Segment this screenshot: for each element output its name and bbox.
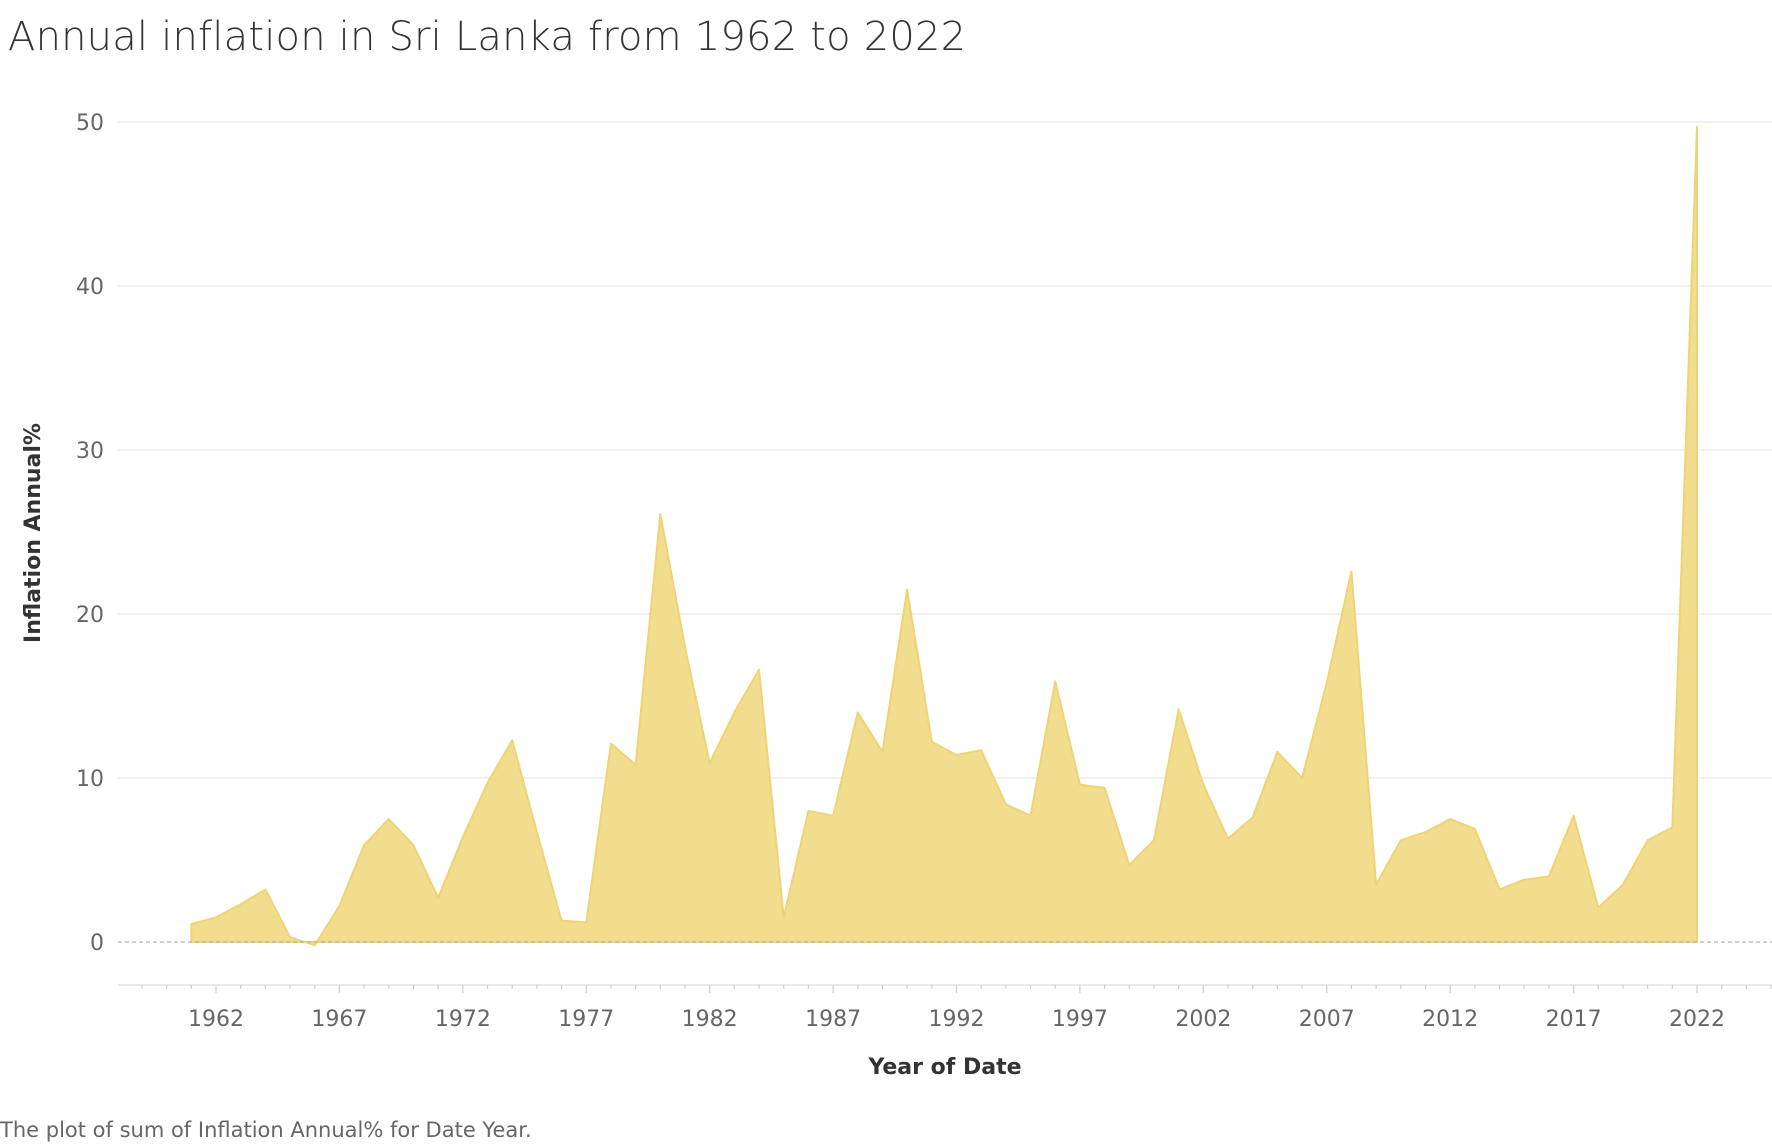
data-point [1447,816,1453,822]
data-point [608,741,614,747]
data-point [1003,801,1009,807]
data-point [1521,877,1527,883]
data-point [1126,862,1132,868]
data-point [1151,837,1157,843]
data-point [1176,706,1182,712]
data-point [460,834,466,840]
data-point [1028,813,1034,819]
data-point [929,739,935,745]
data-point [879,749,885,755]
grid-lines [118,121,1772,779]
data-point [386,816,392,822]
x-tick-label: 1977 [558,1007,614,1032]
data-point [707,760,713,766]
data-point [731,709,737,715]
data-point [287,934,293,940]
data-point [1422,829,1428,835]
data-point [1546,873,1552,879]
data-point [1225,836,1231,842]
data-point [954,752,960,758]
chart-caption: The plot of sum of Inflation Annual% for… [0,1118,532,1142]
x-tick-label: 1972 [435,1007,491,1032]
data-point [978,747,984,753]
y-tick-label: 20 [76,603,104,628]
data-point [1620,882,1626,888]
data-point [213,914,219,920]
data-point [1497,887,1503,893]
x-tick-label: 1987 [805,1007,861,1032]
data-point [509,737,515,743]
data-point [682,644,688,650]
x-tick-label: 2007 [1299,1007,1355,1032]
x-tick-label: 1982 [682,1007,738,1032]
axes: 0 10 20 30 40 50 1962 1967 1972 1977 1982 1987 1992 1… [76,111,1772,1032]
data-point [238,901,244,907]
data-point [1077,782,1083,788]
data-point [805,808,811,814]
data-point [633,762,639,768]
data-point [756,667,762,673]
x-axis-title: Year of Date [867,1055,1021,1080]
x-tick-label: 1962 [188,1007,244,1032]
x-tick-label: 1997 [1052,1007,1108,1032]
x-tick-label: 2017 [1546,1007,1602,1032]
data-point [559,918,565,924]
data-point [1645,837,1651,843]
data-point [1694,124,1700,130]
data-point [1299,775,1305,781]
data-point [361,842,367,848]
y-tick-label: 40 [76,275,104,300]
data-point [188,921,194,927]
x-tick-label: 2012 [1422,1007,1478,1032]
x-tick-label: 2022 [1669,1007,1725,1032]
data-point [1274,749,1280,755]
data-point [855,709,861,715]
data-point [1472,826,1478,832]
data-point [534,829,540,835]
data-point [1398,837,1404,843]
data-point [1324,680,1330,686]
chart-title: Annual inflation in Sri Lanka from 1962 … [8,14,967,60]
data-point [485,780,491,786]
y-axis-title: Inflation Annual% [21,423,46,643]
data-point [1669,824,1675,830]
data-point [312,942,318,948]
data-point [1373,882,1379,888]
data-point [410,842,416,848]
data-point [1052,678,1058,684]
data-point [1348,568,1354,574]
x-tick-label: 2002 [1175,1007,1231,1032]
data-point [657,511,663,517]
data-point [781,914,787,920]
data-point [583,919,589,925]
data-point [1200,782,1206,788]
x-tick-label: 1992 [929,1007,985,1032]
y-tick-label: 10 [76,767,104,792]
data-point [435,895,441,901]
data-point [1571,813,1577,819]
data-point [1250,814,1256,820]
data-point [830,813,836,819]
data-point [1595,905,1601,911]
data-point [336,903,342,909]
data-point [904,586,910,592]
data-point [262,887,268,893]
y-tick-label: 0 [90,931,104,956]
area-series [188,124,1700,948]
y-tick-label: 50 [76,111,104,136]
y-tick-label: 30 [76,439,104,464]
x-tick-label: 1967 [311,1007,367,1032]
data-point [1102,785,1108,791]
area-series-fill [190,125,1698,947]
